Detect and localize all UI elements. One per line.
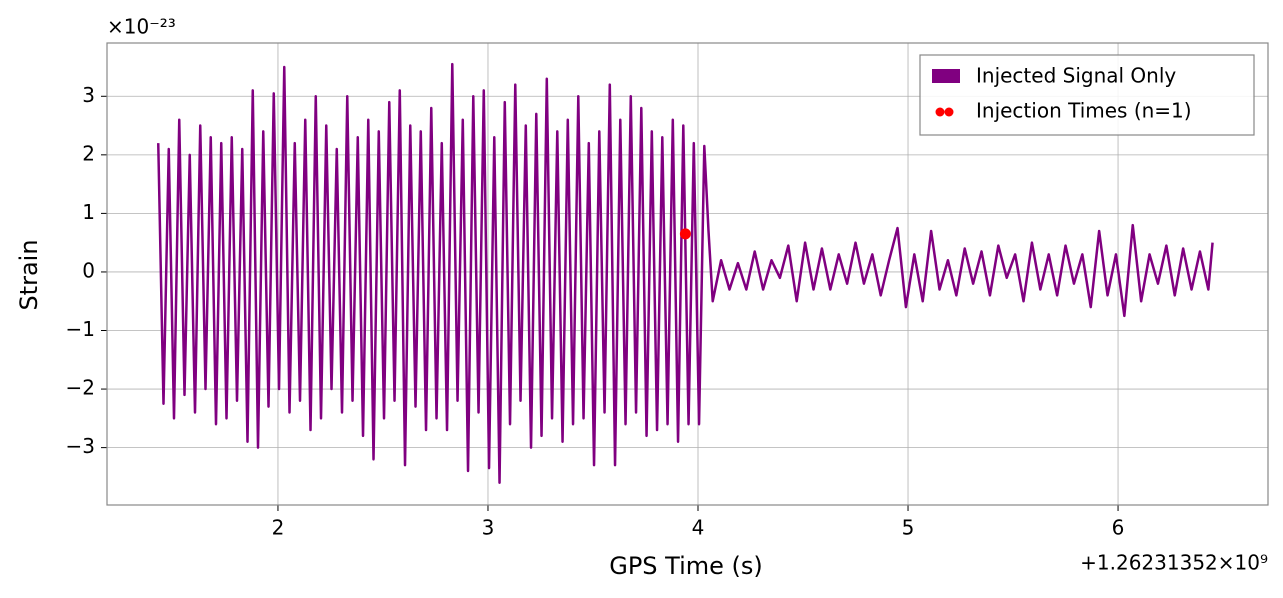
injection-marker [679,228,691,240]
x-tick-label: 3 [482,516,495,540]
y-tick-label: −1 [66,317,95,341]
y-tick-label: 2 [82,141,95,165]
y-tick-label: 0 [82,258,95,282]
y-axis-label: Strain [15,239,43,310]
legend: Injected Signal Only Injection Times (n=1… [919,54,1255,136]
legend-swatch [935,107,945,117]
x-tick-label: 5 [902,516,915,540]
y-tick-label: 1 [82,200,95,224]
legend-box [919,54,1255,136]
y-tick-label: −2 [66,376,95,400]
y-tick-label: 3 [82,83,95,107]
x-tick-label: 6 [1112,516,1125,540]
x-offset-label: +1.26231352×10⁹ [1080,551,1268,575]
y-offset-label: ×10⁻²³ [107,15,176,39]
x-tick-label: 4 [692,516,705,540]
legend-label: Injected Signal Only [976,64,1176,88]
legend-label: Injection Times (n=1) [976,99,1192,123]
x-tick-label: 2 [272,516,285,540]
y-tick-label: −3 [66,434,95,458]
signal-line [157,62,1214,484]
plot-frame [106,42,1269,506]
x-axis-label: GPS Time (s) [609,552,763,580]
legend-swatch [944,107,954,117]
legend-swatch [932,69,960,83]
